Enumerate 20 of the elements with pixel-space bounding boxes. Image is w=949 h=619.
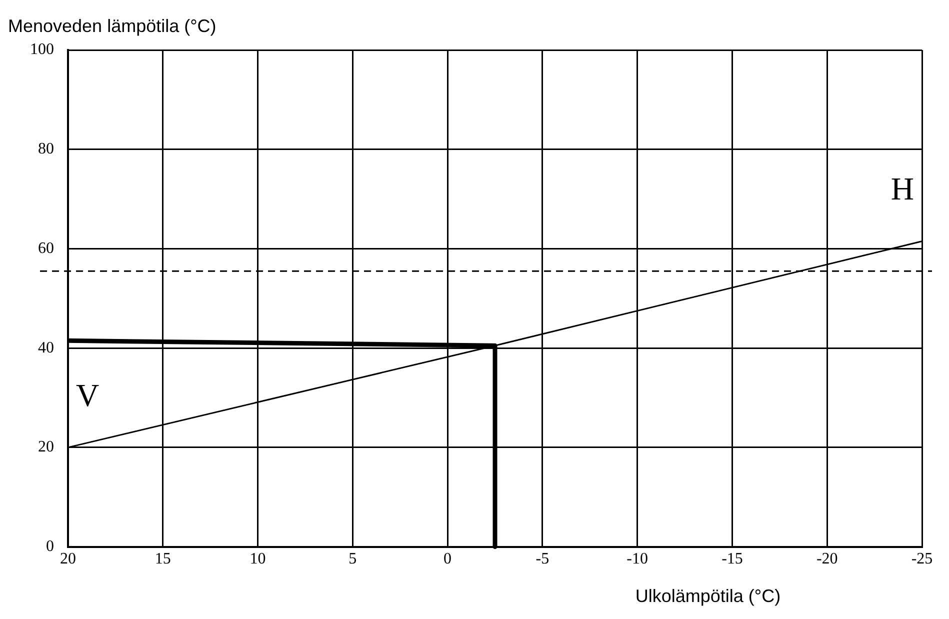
y-tick-label: 100	[30, 41, 54, 58]
x-tick-label: -10	[626, 550, 648, 568]
x-tick-label: 10	[250, 550, 266, 568]
y-axis-title: Menoveden lämpötila (°C)	[8, 16, 216, 36]
y-tick-label: 60	[38, 240, 54, 257]
y-tick-label: 40	[38, 339, 54, 356]
x-tick-label: -5	[536, 550, 550, 568]
x-tick-label: -25	[911, 550, 933, 568]
x-axis-title: Ulkolämpötila (°C)	[635, 586, 781, 606]
x-tick-label: -15	[722, 550, 743, 568]
x-tick-label: 15	[154, 550, 171, 568]
x-tick-label: 0	[444, 550, 452, 568]
annotation: V	[76, 376, 100, 413]
y-tick-label: 80	[38, 140, 54, 158]
x-tick-label: 5	[348, 550, 357, 568]
annotation: H	[890, 170, 914, 207]
x-tick-label: 20	[60, 550, 76, 568]
y-tick-label: 20	[38, 438, 54, 456]
y-tick-label: 0	[46, 538, 54, 556]
x-tick-label: -20	[816, 550, 838, 568]
